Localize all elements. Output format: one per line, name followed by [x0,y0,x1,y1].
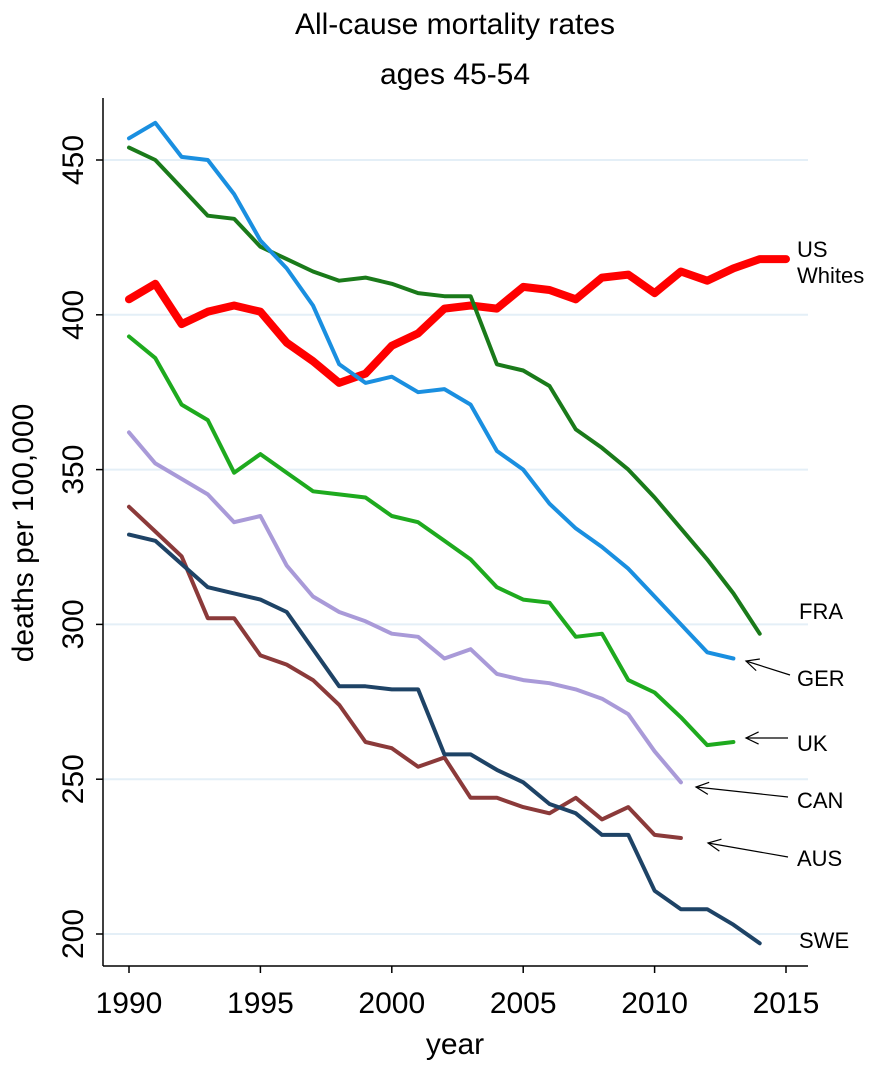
x-tick-label-2005: 2005 [490,987,557,1020]
arrowhead-can [694,781,710,795]
arrowhead-ger [744,658,760,672]
chart-title: All-cause mortality rates [295,8,615,41]
gridlines [104,159,808,935]
series-line-us-whites [125,255,790,387]
series-label-can: CAN [797,788,843,813]
x-tick-label-1995: 1995 [227,987,294,1020]
series-line-swe [127,532,762,946]
series-label-swe: SWE [799,928,849,953]
y-tick-label-200: 200 [57,909,90,959]
arrow-can [695,786,789,798]
series-label-fra: FRA [799,599,843,624]
y-tick-label-450: 450 [57,135,90,185]
x-tick-label-1990: 1990 [96,987,163,1020]
arrowhead-aus [706,838,722,852]
y-tick-label-300: 300 [57,599,90,649]
axis-ticks: 200 250 300 350 400 450 1990 1995 2000 2005 2010 20… [57,135,819,1020]
series-label-us-whites-line2: Whites [797,263,864,288]
arrow-aus [707,842,789,858]
series-line-fra [127,145,762,636]
chart-subtitle: ages 45-54 [380,58,530,91]
arrow-ger [745,660,791,676]
x-tick-label-2000: 2000 [358,987,425,1020]
y-axis-label: deaths per 100,000 [7,404,40,663]
series-line-ger [127,120,736,661]
series-label-ger: GER [797,666,845,691]
arrowhead-uk [744,731,759,745]
series-line-aus [127,504,683,840]
y-tick-label-250: 250 [57,754,90,804]
y-tick-label-350: 350 [57,445,90,495]
x-axis-label: year [426,1028,484,1061]
x-tick-label-2015: 2015 [753,987,820,1020]
series-label-aus: AUS [797,846,842,871]
x-tick-label-2010: 2010 [621,987,688,1020]
series-line-can [127,430,683,785]
series-line-uk [127,334,736,748]
series-label-uk: UK [797,731,828,756]
series-label-us-whites: US [797,237,828,262]
y-tick-label-400: 400 [57,290,90,340]
series-lines [125,120,790,946]
